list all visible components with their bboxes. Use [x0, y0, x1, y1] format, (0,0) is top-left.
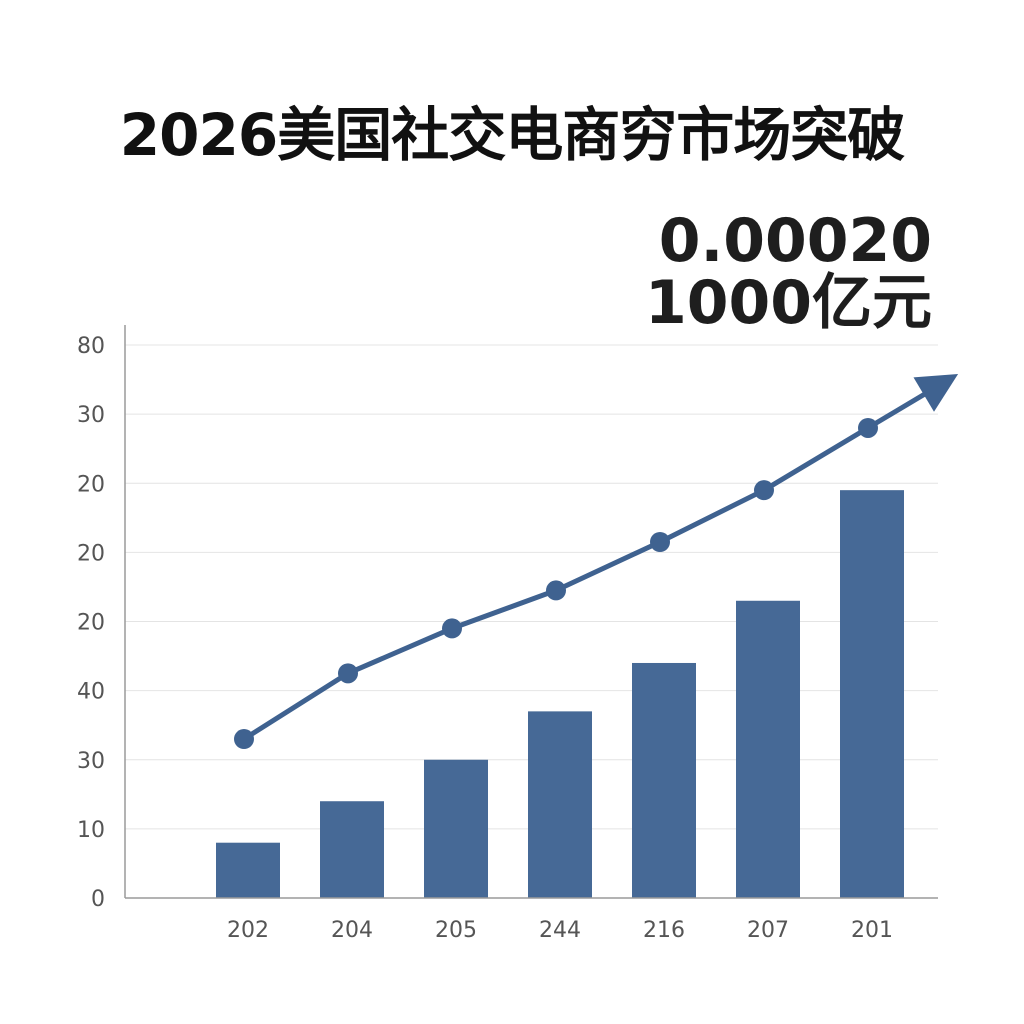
axes — [124, 325, 938, 899]
x-tick-label: 201 — [851, 918, 893, 943]
trend-point — [546, 580, 566, 601]
y-tick-label: 40 — [77, 680, 105, 705]
x-tick-label: 205 — [435, 918, 477, 943]
gridlines — [125, 344, 938, 830]
x-tick-label: 202 — [227, 918, 269, 943]
trend-line-path — [241, 392, 927, 742]
arrow-head-icon — [913, 374, 959, 412]
y-tick-labels: 0 10 30 40 20 20 20 30 80 — [77, 334, 105, 912]
trend-point — [858, 417, 878, 438]
bar — [216, 842, 280, 898]
y-tick-label: 20 — [77, 541, 105, 566]
y-tick-label: 20 — [77, 611, 105, 636]
x-tick-label: 216 — [643, 918, 685, 943]
y-tick-label: 30 — [77, 749, 105, 774]
highlight-unit: 1000亿元 — [645, 268, 932, 338]
bars — [216, 490, 904, 898]
y-tick-label: 0 — [91, 887, 105, 912]
bar — [320, 801, 384, 898]
trend-point — [234, 729, 254, 750]
x-tick-label: 244 — [539, 918, 581, 943]
chart-title: 2026美国社交电商穷市场突破 — [119, 101, 905, 169]
bar — [736, 600, 800, 898]
bar — [632, 662, 696, 898]
x-tick-label: 204 — [331, 918, 373, 943]
bar — [424, 759, 488, 898]
x-tick-labels: 202 204 205 244 216 207 201 — [227, 918, 893, 943]
y-tick-label: 30 — [77, 403, 105, 428]
bar — [840, 490, 904, 898]
trend-line — [234, 374, 959, 750]
trend-point — [754, 480, 774, 501]
y-tick-label: 80 — [77, 334, 105, 359]
y-tick-label: 20 — [77, 472, 105, 497]
y-tick-label: 10 — [77, 818, 105, 843]
bar — [528, 711, 592, 898]
highlight-value: 0.00020 — [658, 206, 932, 276]
trend-point — [442, 618, 462, 639]
trend-point — [338, 663, 358, 684]
highlight-callout: 0.00020 1000亿元 — [645, 210, 932, 334]
x-tick-label: 207 — [747, 918, 789, 943]
trend-point — [650, 532, 670, 553]
